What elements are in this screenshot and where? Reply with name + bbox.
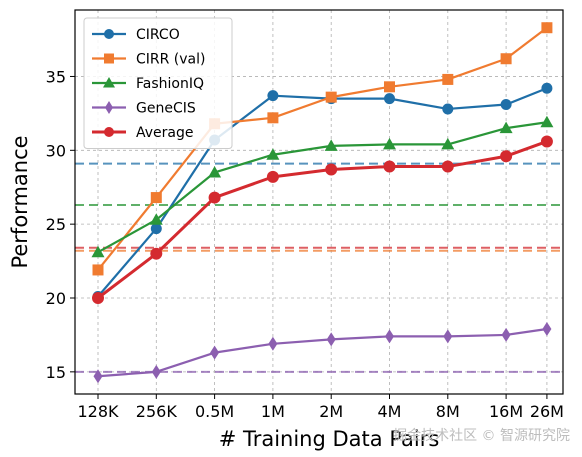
y-tick-label: 15 (46, 363, 66, 382)
x-axis-ticks: 128K 256K 0.5M 1M 2M 4M 8M 16M 26M (77, 394, 564, 421)
data-point-genecis (151, 364, 161, 379)
legend-item-cirr-val: CIRR (val) (92, 52, 206, 68)
x-tick-label: 256K (136, 402, 178, 421)
data-point-circo (442, 103, 454, 115)
data-point-cirr-val (150, 192, 162, 204)
data-point-genecis (93, 369, 103, 384)
data-point-genecis (268, 336, 278, 351)
watermark: 掘金技术社区 © 智源研究院 (393, 428, 570, 444)
data-point-genecis (210, 345, 220, 360)
data-point-cirr-val (442, 73, 454, 85)
data-point-cirr-val (384, 81, 395, 93)
data-point-circo (384, 93, 395, 105)
data-point-cirr-val (500, 53, 512, 65)
y-tick-label: 35 (46, 67, 66, 86)
data-point-fashioniq (540, 115, 554, 128)
data-point-circo (500, 99, 512, 111)
x-tick-label: 0.5M (195, 402, 234, 421)
x-tick-label: 1M (261, 402, 285, 421)
data-point-genecis (326, 332, 336, 347)
legend-label: FashionIQ (136, 76, 204, 92)
data-point-cirr-val (92, 264, 104, 276)
data-point-fashioniq (266, 148, 280, 160)
data-point-circo (150, 223, 162, 235)
legend-item-circo: CIRCO (92, 27, 180, 43)
legend-swatch-marker (104, 29, 114, 39)
x-tick-label: 16M (489, 402, 523, 421)
data-point-genecis (542, 322, 552, 337)
x-tick-label: 2M (319, 402, 343, 421)
data-point-average (208, 191, 221, 204)
data-point-genecis (501, 327, 511, 342)
plot-frame (74, 9, 564, 395)
series-layer (91, 22, 554, 384)
x-axis-title: # Training Data Pairs (219, 427, 440, 451)
series-line-genecis (97, 327, 548, 378)
data-point-average (150, 247, 163, 260)
legend-item-fashioniq: FashionIQ (92, 76, 204, 92)
y-tick-label: 25 (46, 215, 66, 234)
data-point-average (383, 160, 396, 173)
x-tick-label: 8M (436, 402, 460, 421)
data-point-cirr-val (541, 22, 553, 34)
data-point-average (92, 292, 104, 304)
legend-label: GeneCIS (136, 101, 196, 117)
legend-swatch-marker (105, 101, 113, 114)
legend-box (83, 17, 233, 149)
data-point-fashioniq (441, 137, 455, 150)
legend-swatch-marker (103, 77, 115, 88)
series-genecis (93, 322, 552, 384)
data-point-average (441, 160, 454, 173)
x-tick-label: 128K (77, 402, 119, 421)
legend-item-average: Average (92, 125, 194, 141)
data-point-average (500, 150, 513, 163)
data-point-circo (541, 82, 553, 94)
y-axis-ticks: 15 20 25 30 35 (46, 67, 75, 382)
legend-item-genecis: GeneCIS (92, 101, 196, 117)
x-tick-label: 4M (378, 402, 402, 421)
data-point-average (325, 163, 338, 176)
data-point-fashioniq (208, 165, 222, 178)
legend-swatch-marker (104, 127, 114, 137)
x-tick-label: 26M (530, 402, 564, 421)
y-tick-label: 30 (46, 141, 66, 160)
data-point-cirr-val (325, 91, 337, 103)
legend-swatch-marker (104, 53, 114, 64)
data-point-average (266, 170, 279, 183)
data-point-fashioniq (149, 213, 163, 225)
data-point-circo (267, 90, 279, 102)
series-average (92, 135, 553, 304)
legend-label: Average (136, 125, 194, 141)
series-line-average (97, 140, 548, 300)
data-point-average (540, 135, 553, 148)
y-axis-title: Performance (8, 135, 32, 268)
legend-label: CIRR (val) (136, 52, 206, 68)
data-point-genecis (385, 329, 394, 344)
data-point-genecis (443, 329, 453, 344)
data-point-fashioniq (499, 121, 513, 134)
data-point-fashioniq (91, 245, 105, 258)
legend-label: CIRCO (136, 27, 180, 43)
data-point-fashioniq (324, 139, 338, 151)
baselines (75, 162, 563, 373)
data-point-fashioniq (383, 137, 396, 150)
series-fashioniq (91, 115, 554, 258)
data-point-cirr-val (267, 112, 279, 124)
y-tick-label: 20 (46, 289, 66, 308)
legend: CIRCO CIRR (val) FashionIQ GeneCIS Average (83, 17, 233, 149)
